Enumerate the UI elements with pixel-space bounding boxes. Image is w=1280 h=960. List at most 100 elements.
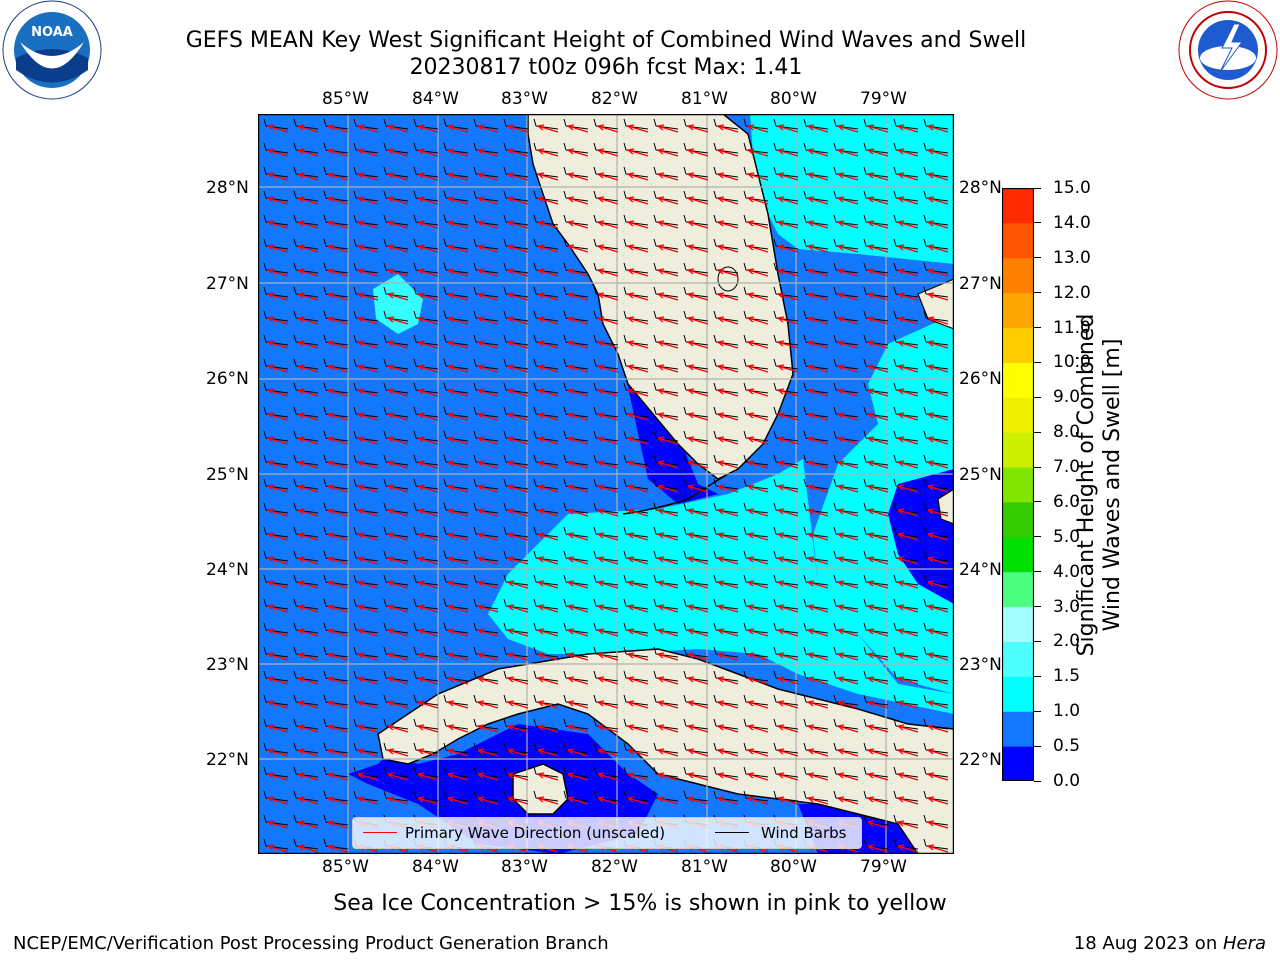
wave-arrow: [477, 292, 499, 301]
wave-arrow: [447, 628, 469, 637]
wave-arrow: [687, 220, 709, 229]
wave-arrow: [567, 268, 589, 277]
wave-arrow: [597, 676, 619, 685]
wave-arrow: [627, 124, 649, 133]
colorbar-band: [1002, 432, 1034, 468]
wave-arrow: [867, 124, 889, 133]
wave-arrow: [477, 196, 499, 205]
wave-arrow: [747, 148, 769, 157]
wave-arrow: [297, 532, 319, 541]
wave-arrow: [537, 628, 559, 637]
lat-label: 27°N: [206, 274, 249, 294]
wave-arrow: [417, 796, 439, 805]
wave-arrow: [747, 340, 769, 349]
wave-arrow: [837, 292, 859, 301]
wave-arrow: [867, 268, 889, 277]
wave-arrow: [417, 196, 439, 205]
wave-arrow: [777, 124, 799, 133]
wave-arrow: [687, 700, 709, 709]
wave-arrow: [447, 316, 469, 325]
wave-arrow: [897, 412, 919, 421]
wave-arrow: [717, 748, 739, 757]
wave-arrow: [927, 556, 949, 565]
wave-arrow: [537, 796, 559, 805]
colorbar-tick-label: 9.0: [1053, 387, 1081, 408]
wave-arrow: [807, 340, 829, 349]
wave-arrow: [327, 628, 349, 637]
wave-arrow: [567, 724, 589, 733]
wave-arrow: [507, 388, 529, 397]
wave-arrow: [717, 700, 739, 709]
wave-arrow: [657, 364, 679, 373]
wave-arrow: [447, 172, 469, 181]
wave-arrow: [357, 676, 379, 685]
lat-label: 25°N: [959, 465, 1002, 485]
wave-arrow: [387, 700, 409, 709]
wave-arrow: [927, 844, 949, 853]
wave-arrow: [267, 340, 289, 349]
lat-label: 24°N: [959, 560, 1002, 580]
lat-label: 23°N: [206, 655, 249, 675]
wave-arrow: [687, 652, 709, 661]
wave-arrow: [807, 436, 829, 445]
wave-arrow: [447, 724, 469, 733]
wave-arrow: [807, 172, 829, 181]
wave-arrow: [657, 652, 679, 661]
colorbar-tick-mark: [1034, 536, 1041, 538]
wave-arrow: [807, 412, 829, 421]
wave-arrow: [537, 268, 559, 277]
wave-arrow: [837, 388, 859, 397]
wave-arrow: [507, 604, 529, 613]
colorbar-tick-label: 0.5: [1053, 736, 1081, 757]
wave-arrow: [687, 748, 709, 757]
wave-arrow: [447, 772, 469, 781]
wave-arrow: [627, 148, 649, 157]
wave-arrow: [387, 172, 409, 181]
sea-ice-note: Sea Ice Concentration > 15% is shown in …: [333, 891, 947, 916]
wave-arrow: [807, 364, 829, 373]
wave-arrow: [777, 628, 799, 637]
wave-arrow: [357, 724, 379, 733]
colorbar-tick-label: 2.0: [1053, 631, 1081, 652]
wave-arrow: [687, 124, 709, 133]
wave-arrow: [327, 196, 349, 205]
graticule: [258, 114, 954, 854]
wave-arrow: [507, 700, 529, 709]
wave-arrow: [387, 796, 409, 805]
wave-arrow: [747, 724, 769, 733]
wave-arrow: [657, 460, 679, 469]
wave-arrow: [327, 172, 349, 181]
wave-arrow: [657, 772, 679, 781]
wave-arrow: [747, 412, 769, 421]
wave-arrow: [867, 220, 889, 229]
wave-arrow: [627, 244, 649, 253]
wave-arrow: [327, 820, 349, 829]
wave-arrow: [657, 412, 679, 421]
legend-barb-label: Wind Barbs: [761, 824, 847, 842]
wave-arrow: [327, 580, 349, 589]
wave-arrow: [897, 220, 919, 229]
wave-arrow: [297, 556, 319, 565]
wave-arrow: [537, 484, 559, 493]
lon-label: 82°W: [591, 89, 638, 109]
wave-arrow: [447, 484, 469, 493]
wave-arrow: [627, 652, 649, 661]
wave-arrow: [327, 268, 349, 277]
wave-arrow: [597, 364, 619, 373]
lon-label: 84°W: [412, 89, 459, 109]
wave-arrow: [297, 796, 319, 805]
wave-arrow: [837, 196, 859, 205]
wave-arrow: [687, 532, 709, 541]
wave-arrow: [537, 196, 559, 205]
lat-label: 22°N: [959, 750, 1002, 770]
wave-arrow: [387, 628, 409, 637]
lat-label: 28°N: [959, 178, 1002, 198]
wave-arrow: [747, 268, 769, 277]
wave-arrow: [807, 652, 829, 661]
wave-arrow: [927, 700, 949, 709]
wave-arrow: [567, 340, 589, 349]
wave-arrow: [417, 556, 439, 565]
wave-arrow: [267, 652, 289, 661]
wave-arrow: [357, 604, 379, 613]
wave-arrow: [717, 244, 739, 253]
